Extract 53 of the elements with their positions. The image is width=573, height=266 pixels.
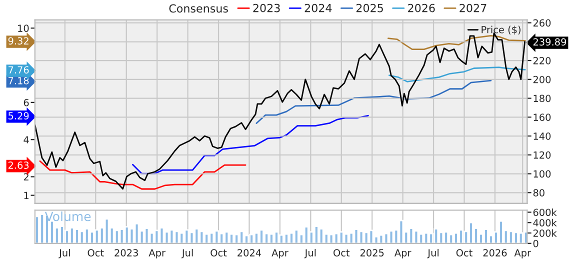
x-tick-label: Jul: [304, 248, 316, 258]
line-series: [388, 66, 526, 82]
legend-label: 2025: [356, 4, 383, 12]
x-tick-label: 2024: [238, 249, 262, 256]
legend-label: 2027: [460, 4, 486, 12]
line-series: [132, 114, 369, 174]
legend-label: 2024: [304, 4, 332, 12]
line-series: [256, 80, 492, 124]
x-tick-label: Apr: [514, 249, 532, 258]
x-tick-label: Apr: [272, 249, 288, 258]
y-tick-label: 4: [24, 136, 29, 144]
y2-tick-label: 220: [533, 57, 551, 64]
series-label: Volume: [44, 211, 91, 222]
y-tick-label: 2: [24, 173, 28, 180]
legend-title: Consensus: [169, 4, 228, 13]
x-tick-label: Apr: [148, 249, 166, 258]
y-tick-label: 2.63: [8, 162, 29, 169]
legend-label: Price ($): [482, 26, 520, 35]
x-tick-label: Jul: [181, 248, 193, 258]
y2-tick-label: 160: [534, 114, 551, 121]
legend-label: 2023: [253, 4, 280, 12]
x-tick-label: 2023: [114, 249, 138, 256]
y2-tick-label: 180: [534, 94, 551, 102]
y-tick-label: 5.29: [8, 112, 29, 120]
y-tick-label: 1: [24, 192, 28, 200]
x-tick-label: 2025: [360, 249, 384, 256]
y-tick-label: 10: [18, 24, 29, 32]
x-tick-label: Oct: [88, 249, 104, 256]
y2-tick-label: 80: [533, 189, 544, 196]
x-tick-label: Oct: [334, 249, 350, 256]
y-tick-label: 6: [24, 98, 29, 106]
x-tick-label: Jul: [58, 248, 70, 258]
y-tick-label: 7.18: [8, 76, 29, 84]
line-series: [388, 35, 526, 50]
y2-tick-label: 120: [534, 151, 551, 159]
y-tick-label: 600k: [533, 208, 557, 216]
y-tick-label: 0: [533, 240, 538, 248]
y2-tick-label: 140: [534, 132, 551, 140]
y2-tick-label: 260: [533, 19, 551, 27]
y2-tick-label: 200: [533, 76, 551, 84]
x-tick-label: Jul: [427, 248, 438, 258]
y-tick-label: 200k: [533, 229, 557, 237]
x-tick-label: Oct: [456, 249, 472, 256]
y2-tick-label: 239.89: [533, 38, 566, 46]
line-series: [39, 160, 246, 190]
x-tick-label: Oct: [210, 249, 227, 256]
y-tick-label: 9.32: [8, 37, 28, 45]
y-tick-label: 400k: [533, 218, 557, 226]
x-tick-label: Apr: [394, 249, 412, 258]
y2-tick-label: 100: [534, 170, 551, 178]
y-tick-label: 7.76: [8, 66, 29, 74]
x-tick-label: 2026: [483, 249, 507, 256]
legend-label: 2026: [408, 4, 435, 12]
